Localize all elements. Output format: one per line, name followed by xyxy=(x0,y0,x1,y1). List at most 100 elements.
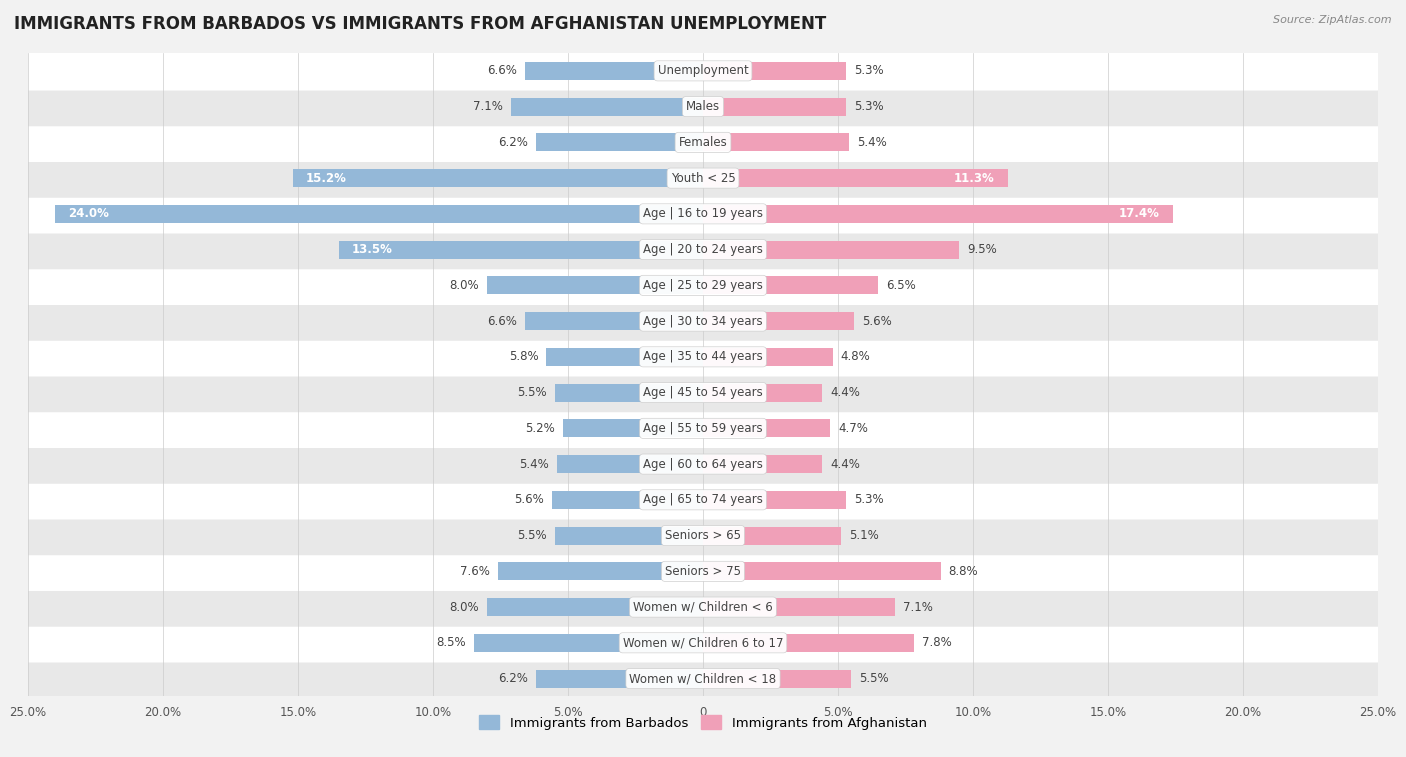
FancyBboxPatch shape xyxy=(27,51,1379,91)
Text: 4.8%: 4.8% xyxy=(841,350,870,363)
Bar xyxy=(554,384,703,401)
Text: Age | 35 to 44 years: Age | 35 to 44 years xyxy=(643,350,763,363)
Text: Women w/ Children < 18: Women w/ Children < 18 xyxy=(630,672,776,685)
Text: Source: ZipAtlas.com: Source: ZipAtlas.com xyxy=(1274,15,1392,25)
Text: 4.7%: 4.7% xyxy=(838,422,868,435)
Text: Seniors > 75: Seniors > 75 xyxy=(665,565,741,578)
Text: 5.1%: 5.1% xyxy=(849,529,879,542)
Bar xyxy=(703,419,830,438)
Text: 4.4%: 4.4% xyxy=(830,386,859,399)
Text: 7.1%: 7.1% xyxy=(903,600,932,614)
FancyBboxPatch shape xyxy=(27,480,1379,519)
Text: 15.2%: 15.2% xyxy=(307,172,347,185)
Text: 17.4%: 17.4% xyxy=(1118,207,1159,220)
Text: 6.6%: 6.6% xyxy=(486,315,517,328)
Bar xyxy=(703,384,821,401)
Text: 6.5%: 6.5% xyxy=(887,279,917,292)
FancyBboxPatch shape xyxy=(27,123,1379,162)
Text: Women w/ Children < 6: Women w/ Children < 6 xyxy=(633,600,773,614)
Bar xyxy=(498,562,703,581)
Bar xyxy=(703,348,832,366)
FancyBboxPatch shape xyxy=(27,230,1379,269)
Bar xyxy=(486,276,703,294)
Bar xyxy=(486,598,703,616)
FancyBboxPatch shape xyxy=(27,444,1379,484)
Text: 5.5%: 5.5% xyxy=(517,529,547,542)
Bar xyxy=(703,241,959,259)
Bar xyxy=(292,169,703,187)
Text: Seniors > 65: Seniors > 65 xyxy=(665,529,741,542)
FancyBboxPatch shape xyxy=(27,409,1379,448)
Text: Age | 16 to 19 years: Age | 16 to 19 years xyxy=(643,207,763,220)
Text: 7.8%: 7.8% xyxy=(922,637,952,650)
Bar xyxy=(703,276,879,294)
Text: 5.5%: 5.5% xyxy=(517,386,547,399)
Bar xyxy=(703,527,841,544)
Bar xyxy=(55,205,703,223)
Text: 5.5%: 5.5% xyxy=(859,672,889,685)
Bar xyxy=(512,98,703,116)
Text: 6.2%: 6.2% xyxy=(498,672,527,685)
Bar xyxy=(703,491,846,509)
Text: Age | 25 to 29 years: Age | 25 to 29 years xyxy=(643,279,763,292)
Text: 24.0%: 24.0% xyxy=(69,207,110,220)
Bar xyxy=(524,62,703,79)
FancyBboxPatch shape xyxy=(27,195,1379,233)
FancyBboxPatch shape xyxy=(27,266,1379,305)
Bar xyxy=(474,634,703,652)
Bar xyxy=(562,419,703,438)
FancyBboxPatch shape xyxy=(27,373,1379,413)
Text: 13.5%: 13.5% xyxy=(352,243,392,256)
Text: 6.6%: 6.6% xyxy=(486,64,517,77)
Text: Unemployment: Unemployment xyxy=(658,64,748,77)
Text: Age | 55 to 59 years: Age | 55 to 59 years xyxy=(643,422,763,435)
Bar xyxy=(703,455,821,473)
FancyBboxPatch shape xyxy=(27,87,1379,126)
Bar xyxy=(524,312,703,330)
Text: 9.5%: 9.5% xyxy=(967,243,997,256)
Text: 5.3%: 5.3% xyxy=(855,494,884,506)
FancyBboxPatch shape xyxy=(27,516,1379,555)
Text: 8.0%: 8.0% xyxy=(450,600,479,614)
Bar xyxy=(703,205,1173,223)
Bar xyxy=(557,455,703,473)
Text: 5.3%: 5.3% xyxy=(855,100,884,113)
Text: 5.8%: 5.8% xyxy=(509,350,538,363)
Bar xyxy=(536,133,703,151)
FancyBboxPatch shape xyxy=(27,301,1379,341)
Text: Age | 45 to 54 years: Age | 45 to 54 years xyxy=(643,386,763,399)
FancyBboxPatch shape xyxy=(27,552,1379,591)
Bar xyxy=(703,62,846,79)
Text: Age | 30 to 34 years: Age | 30 to 34 years xyxy=(643,315,763,328)
Text: 5.2%: 5.2% xyxy=(524,422,554,435)
Bar xyxy=(703,562,941,581)
Text: 8.0%: 8.0% xyxy=(450,279,479,292)
Text: Age | 20 to 24 years: Age | 20 to 24 years xyxy=(643,243,763,256)
Text: 5.4%: 5.4% xyxy=(519,457,550,471)
Bar xyxy=(703,98,846,116)
FancyBboxPatch shape xyxy=(27,659,1379,698)
Bar xyxy=(703,169,1008,187)
Bar xyxy=(703,133,849,151)
Text: 5.6%: 5.6% xyxy=(862,315,891,328)
Bar xyxy=(551,491,703,509)
Text: 5.6%: 5.6% xyxy=(515,494,544,506)
Bar xyxy=(547,348,703,366)
Text: Males: Males xyxy=(686,100,720,113)
Text: 5.4%: 5.4% xyxy=(856,136,887,149)
Bar xyxy=(339,241,703,259)
FancyBboxPatch shape xyxy=(27,158,1379,198)
FancyBboxPatch shape xyxy=(27,337,1379,376)
Text: Women w/ Children 6 to 17: Women w/ Children 6 to 17 xyxy=(623,637,783,650)
Legend: Immigrants from Barbados, Immigrants from Afghanistan: Immigrants from Barbados, Immigrants fro… xyxy=(474,710,932,735)
FancyBboxPatch shape xyxy=(27,587,1379,627)
Text: Age | 65 to 74 years: Age | 65 to 74 years xyxy=(643,494,763,506)
Text: Youth < 25: Youth < 25 xyxy=(671,172,735,185)
Text: 7.6%: 7.6% xyxy=(460,565,489,578)
Text: IMMIGRANTS FROM BARBADOS VS IMMIGRANTS FROM AFGHANISTAN UNEMPLOYMENT: IMMIGRANTS FROM BARBADOS VS IMMIGRANTS F… xyxy=(14,15,827,33)
Text: 7.1%: 7.1% xyxy=(474,100,503,113)
Text: Females: Females xyxy=(679,136,727,149)
Text: 11.3%: 11.3% xyxy=(953,172,994,185)
Text: Age | 60 to 64 years: Age | 60 to 64 years xyxy=(643,457,763,471)
Bar xyxy=(703,312,855,330)
